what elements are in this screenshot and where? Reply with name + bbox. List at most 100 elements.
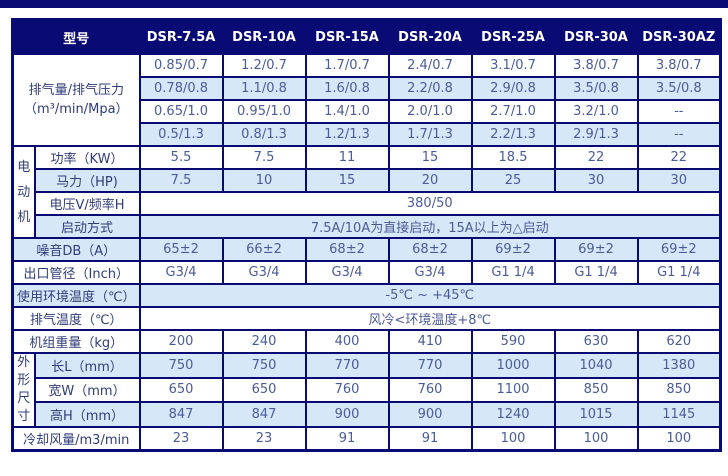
spec-cell: 69±2 xyxy=(553,237,639,262)
row-motor-voltage: 电压V/频率H 380/50 xyxy=(12,191,722,216)
spec-cell: 1240 xyxy=(470,401,556,428)
spec-cell: 1015 xyxy=(553,401,639,428)
spec-cell: 18.5 xyxy=(470,145,556,170)
row-ambient-temp: 使用环境温度（℃） -5℃ ~ +45℃ xyxy=(11,283,722,308)
spec-cell: 620 xyxy=(636,329,722,354)
spec-cell: 590 xyxy=(470,329,556,354)
row-length: 外形尺寸 长L（mm） 750 750 770 770 1000 1040 13… xyxy=(11,352,722,428)
row-label: 排气温度（℃） xyxy=(11,306,141,331)
spec-cell: 1.1/0.8 xyxy=(221,76,307,101)
row-label: 宽W（mm） xyxy=(33,376,141,404)
spec-cell: 900 xyxy=(304,401,390,428)
spec-cell: 410 xyxy=(387,329,473,354)
row-label: 长L（mm） xyxy=(33,352,141,379)
model-header: DSR-15A xyxy=(304,18,390,55)
spec-cell: 15 xyxy=(387,145,473,170)
corner-header: 型号 xyxy=(11,18,141,55)
spec-cell: 650 xyxy=(221,376,307,404)
spec-cell: 200 xyxy=(138,329,224,354)
spec-cell: 0.5/1.3 xyxy=(138,122,224,147)
spec-cell: 3.2/1.0 xyxy=(553,99,639,124)
top-divider-bar xyxy=(0,0,728,8)
spec-cell: 750 xyxy=(138,352,224,379)
row-label: 马力（HP) xyxy=(33,168,141,193)
spec-cell: 15 xyxy=(304,168,390,193)
spec-cell: 1.6/0.8 xyxy=(304,76,390,101)
spec-cell: 20 xyxy=(387,168,473,193)
spec-cell: 30 xyxy=(636,168,722,193)
spec-cell: G3/4 xyxy=(138,260,224,285)
model-header: DSR-10A xyxy=(221,18,307,55)
spec-cell: 400 xyxy=(304,329,390,354)
spec-cell: 2.2/0.8 xyxy=(387,76,473,101)
spec-cell: 65±2 xyxy=(138,237,224,262)
spec-cell: 91 xyxy=(304,426,390,451)
motor-group-label: 电动机 xyxy=(11,145,36,239)
spec-table: 型号 DSR-7.5A DSR-10A DSR-15A DSR-20A DSR-… xyxy=(11,18,723,452)
spec-cell: 847 xyxy=(221,401,307,428)
spec-cell: 30 xyxy=(553,168,639,193)
spec-cell: -- xyxy=(636,122,722,147)
row-label: 使用环境温度（℃） xyxy=(11,283,141,308)
capacity-label-title: 排气量/排气压力 xyxy=(28,82,124,98)
spec-cell: 22 xyxy=(553,145,639,170)
spec-cell: 1.7/1.3 xyxy=(387,122,473,147)
spec-cell: 100 xyxy=(553,426,639,451)
row-motor-hp: 马力（HP) 7.5 10 15 20 25 30 30 xyxy=(12,168,722,193)
spec-cell: 2.0/1.0 xyxy=(387,99,473,124)
row-capacity-1.3: 0.5/1.3 0.8/1.3 1.2/1.3 1.7/1.3 2.2/1.3 … xyxy=(12,122,722,147)
spec-cell: 2.9/0.8 xyxy=(470,76,556,101)
spec-cell: 630 xyxy=(553,329,639,354)
row-label: 机组重量（kg） xyxy=(11,329,141,354)
spec-cell: 0.65/1.0 xyxy=(138,99,224,124)
spec-cell: 847 xyxy=(138,401,224,428)
row-label: 高H（mm） xyxy=(33,401,141,428)
row-label: 电压V/频率H xyxy=(33,191,141,216)
spec-cell: 770 xyxy=(304,352,390,379)
spec-cell: 2.9/1.3 xyxy=(553,122,639,147)
spec-cell: 0.78/0.8 xyxy=(138,76,224,101)
spec-cell: 770 xyxy=(387,352,473,379)
spec-cell: 69±2 xyxy=(470,237,556,262)
spec-cell: 5.5 xyxy=(138,145,224,170)
model-header: DSR-30AZ xyxy=(636,18,722,55)
spec-cell: 850 xyxy=(636,376,722,404)
spec-cell: 1.2/1.3 xyxy=(304,122,390,147)
model-header: DSR-25A xyxy=(470,18,556,55)
row-capacity-1.0: 0.65/1.0 0.95/1.0 1.4/1.0 2.0/1.0 2.7/1.… xyxy=(12,99,722,124)
model-header: DSR-20A xyxy=(387,18,473,55)
row-label: 出口管径（Inch） xyxy=(11,260,141,285)
spec-cell: 650 xyxy=(138,376,224,404)
row-motor-power: 电动机 功率（KW） 5.5 7.5 11 15 18.5 22 22 xyxy=(11,145,722,239)
exhaust-span-cell: 风冷<环境温度+8℃ xyxy=(138,306,722,331)
spec-cell: 3.8/0.7 xyxy=(636,53,722,78)
row-motor-start: 启动方式 7.5A/10A为直接启动，15A以上为△启动 xyxy=(12,214,722,239)
row-height: 高H（mm） 847 847 900 900 1240 1015 1145 xyxy=(12,401,722,428)
spec-cell: G1 1/4 xyxy=(636,260,722,285)
spec-cell: G1 1/4 xyxy=(553,260,639,285)
spec-cell: 0.8/1.3 xyxy=(221,122,307,147)
spec-cell: G3/4 xyxy=(304,260,390,285)
spec-cell: 1.7/0.7 xyxy=(304,53,390,78)
spec-cell: 850 xyxy=(553,376,639,404)
spec-cell: 1.4/1.0 xyxy=(304,99,390,124)
spec-cell: 750 xyxy=(221,352,307,379)
row-cooling-air: 冷却风量/m3/min 23 23 91 91 100 100 100 xyxy=(11,426,722,451)
spec-cell: 3.1/0.7 xyxy=(470,53,556,78)
spec-cell: 68±2 xyxy=(304,237,390,262)
spec-cell: 69±2 xyxy=(636,237,722,262)
spec-cell: G3/4 xyxy=(387,260,473,285)
spec-cell: 760 xyxy=(304,376,390,404)
spec-cell: 100 xyxy=(636,426,722,451)
header-row: 型号 DSR-7.5A DSR-10A DSR-15A DSR-20A DSR-… xyxy=(11,18,722,55)
spec-cell: 11 xyxy=(304,145,390,170)
spec-cell: 1000 xyxy=(470,352,556,379)
spec-cell: 10 xyxy=(221,168,307,193)
spec-cell: G1 1/4 xyxy=(470,260,556,285)
spec-cell: -- xyxy=(636,99,722,124)
spec-cell: 0.95/1.0 xyxy=(221,99,307,124)
spec-cell: 1.2/0.7 xyxy=(221,53,307,78)
voltage-span-cell: 380/50 xyxy=(138,191,722,216)
spec-cell: 3.8/0.7 xyxy=(553,53,639,78)
spec-cell: 1040 xyxy=(553,352,639,379)
